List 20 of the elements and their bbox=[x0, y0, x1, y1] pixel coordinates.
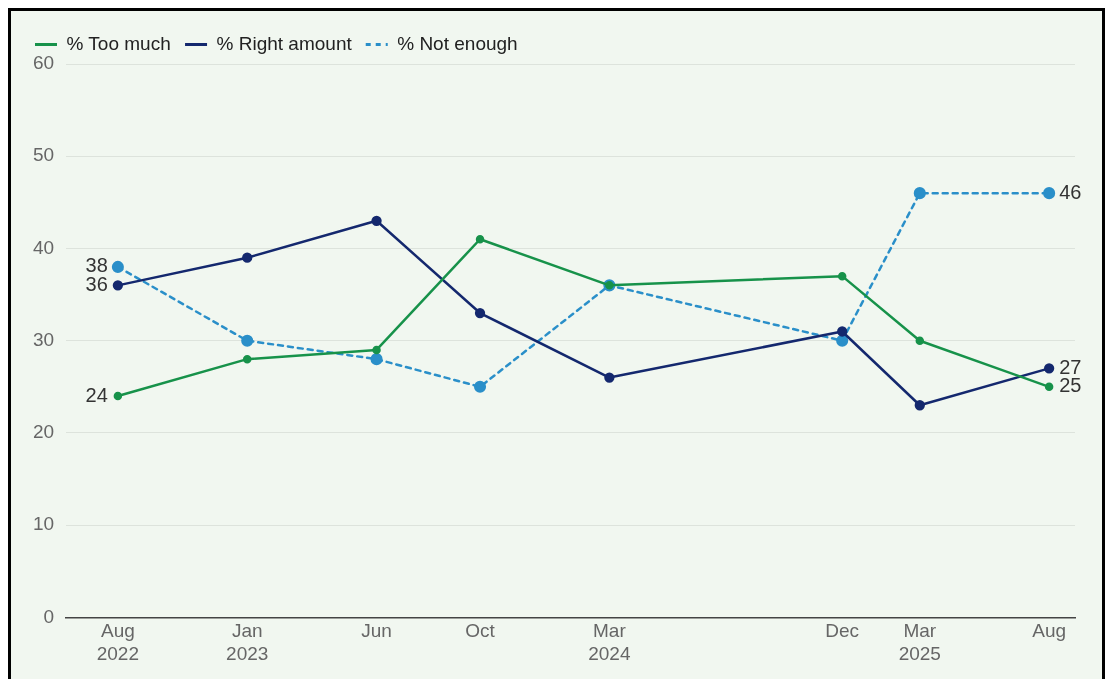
legend-label: % Not enough bbox=[397, 32, 518, 54]
y-tick-label: 50 bbox=[32, 144, 55, 166]
data-label: 24 bbox=[85, 383, 108, 406]
x-tick-label: Aug 2022 bbox=[96, 620, 140, 664]
y-tick-label: 60 bbox=[32, 52, 55, 74]
x-tick-label: Dec bbox=[825, 620, 860, 642]
y-tick-label: 10 bbox=[32, 513, 55, 535]
x-tick-label: Mar 2025 bbox=[898, 620, 941, 664]
x-tick-label: Jun bbox=[361, 620, 392, 642]
x-tick-label: Jan 2023 bbox=[226, 620, 269, 664]
x-tick-label: Aug bbox=[1032, 620, 1067, 642]
legend-label: % Right amount bbox=[216, 32, 353, 54]
legend-label: % Too much bbox=[66, 32, 171, 54]
y-tick-label: 20 bbox=[32, 421, 55, 443]
y-tick-label: 40 bbox=[32, 236, 55, 258]
y-tick-label: 30 bbox=[32, 328, 55, 350]
y-tick-label: 0 bbox=[43, 605, 55, 627]
x-tick-label: Mar 2024 bbox=[588, 620, 631, 664]
data-label: 46 bbox=[1059, 180, 1082, 203]
x-tick-label: Oct bbox=[465, 620, 496, 642]
